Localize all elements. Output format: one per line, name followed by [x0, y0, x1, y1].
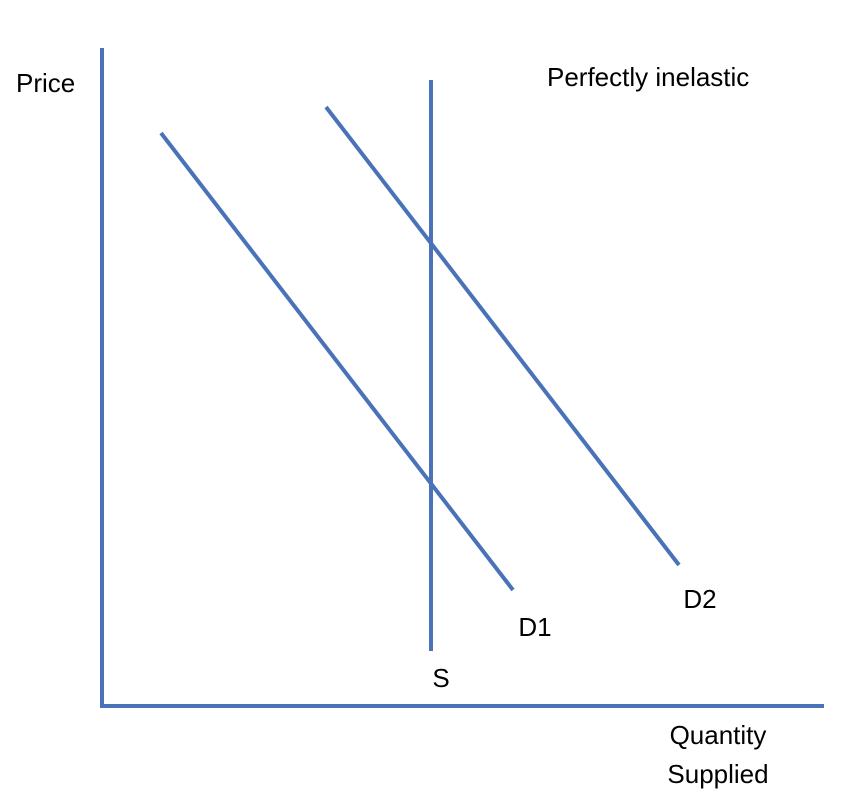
- supply-label: S: [432, 663, 449, 693]
- title: Perfectly inelastic: [547, 62, 749, 92]
- x-axis-label: Quantity: [670, 720, 767, 750]
- demand-label: D1: [518, 612, 551, 642]
- demand-curve-2: [324, 105, 681, 567]
- y-axis-label: Price: [16, 68, 75, 98]
- x-axis-label: Supplied: [667, 759, 768, 789]
- demand-curve-1: [159, 131, 515, 592]
- demand-label: D2: [683, 584, 716, 614]
